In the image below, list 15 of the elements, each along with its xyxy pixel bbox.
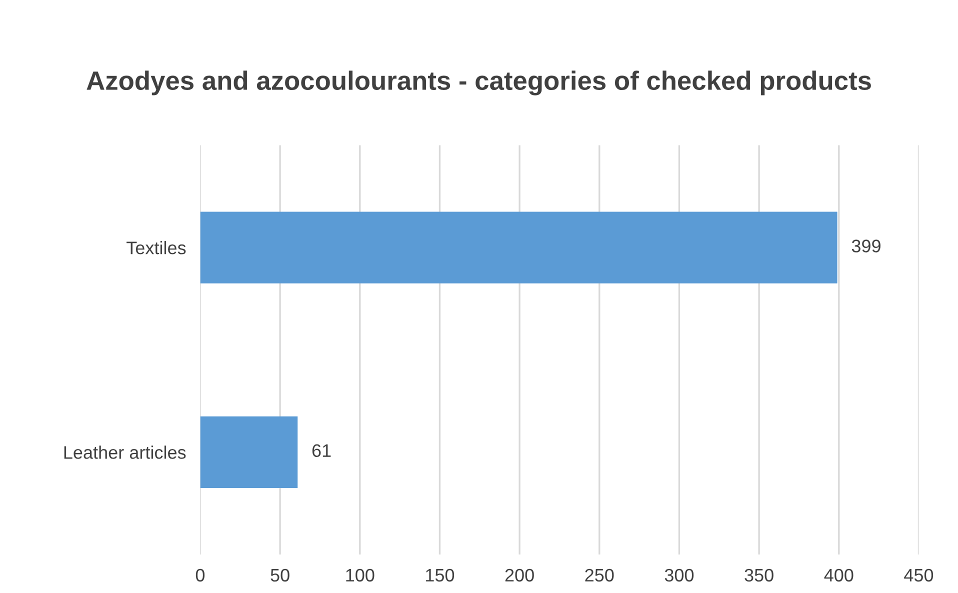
x-tick-label: 200 — [505, 568, 534, 582]
data-label: 61 — [312, 444, 331, 458]
y-tick-label: Leather articles — [64, 446, 186, 459]
x-tick-label: 50 — [270, 568, 290, 582]
x-tick-label: 450 — [904, 568, 934, 582]
x-tick-label: 0 — [196, 568, 205, 582]
x-tick-label: 150 — [426, 568, 454, 582]
x-tick-label: 300 — [664, 568, 694, 582]
x-tick-label: 100 — [346, 568, 374, 582]
x-tick-label: 250 — [585, 568, 614, 582]
chart-title: Azodyes and azocoulourants - categories of checked products — [86, 70, 871, 96]
y-tick-label: Textiles — [126, 241, 186, 254]
data-label: 399 — [852, 240, 880, 252]
x-tick-label: 400 — [824, 568, 854, 582]
x-tick-label: 350 — [744, 568, 774, 582]
